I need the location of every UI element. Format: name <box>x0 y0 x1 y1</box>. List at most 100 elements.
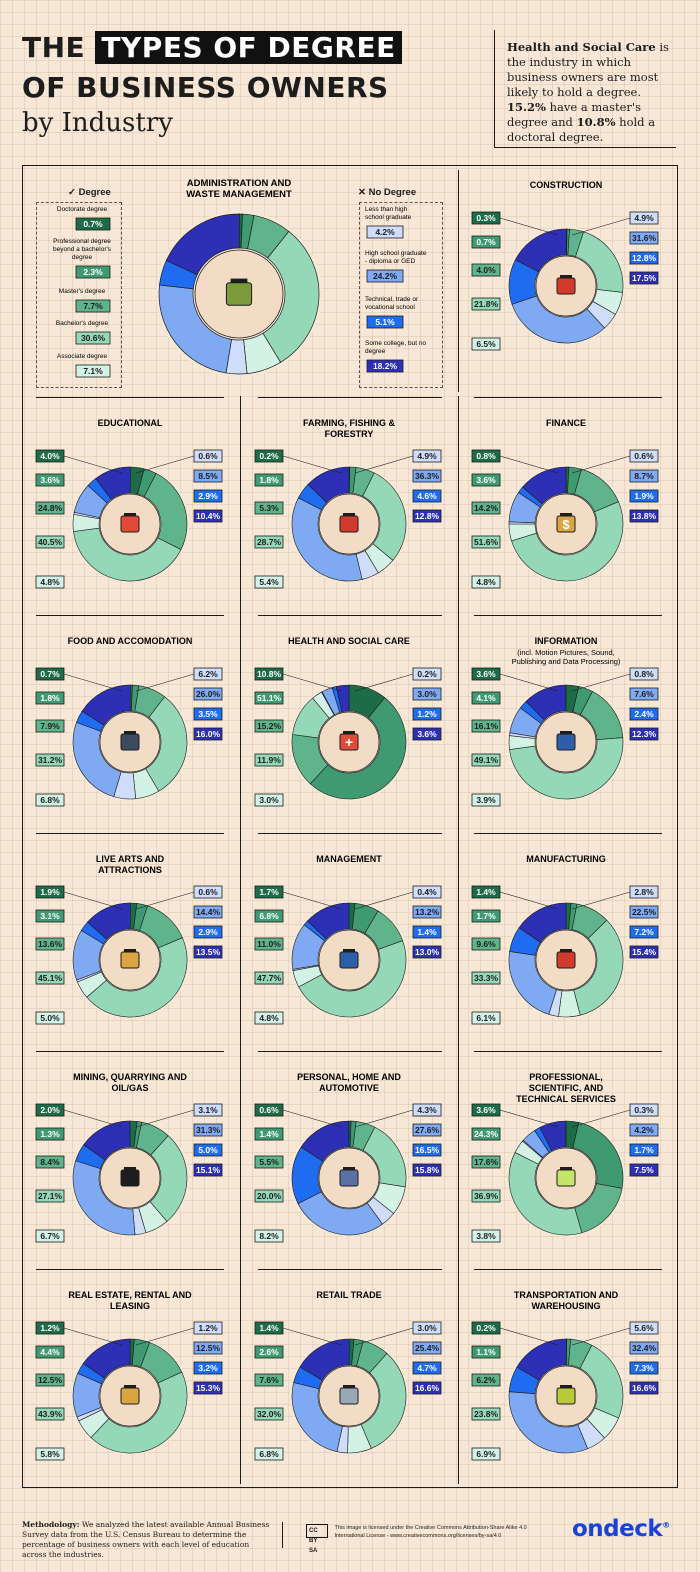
brand-name: ondeck <box>572 1516 663 1542</box>
data-label-box <box>254 1345 284 1359</box>
data-label-box <box>254 535 284 549</box>
data-label: 4.3% <box>412 1103 442 1117</box>
data-label-text: 2.8% <box>634 887 654 897</box>
data-label-text: 7.5% <box>634 1165 654 1175</box>
donut-slice <box>509 737 624 800</box>
data-label: 5.1% <box>366 315 404 329</box>
light-bulb-icon-top <box>560 1167 572 1170</box>
data-label: 7.6% <box>254 1373 284 1387</box>
data-label-box <box>629 489 659 503</box>
data-label-box <box>629 1381 659 1395</box>
data-label-text: 3.6% <box>476 475 496 485</box>
data-label: 12.8% <box>629 251 659 265</box>
leader-line <box>571 1109 631 1128</box>
data-label-box <box>254 473 284 487</box>
data-label: 17.5% <box>629 271 659 285</box>
data-label-text: 4.7% <box>417 1363 437 1373</box>
data-label-text: 6.2% <box>476 1375 496 1385</box>
trash-bin-icon-body <box>225 282 253 306</box>
legend-degree-item: Master's degree <box>59 288 106 295</box>
data-label: 16.0% <box>193 727 223 741</box>
donut-slice <box>508 1152 583 1236</box>
data-label-text: 0.6% <box>198 451 218 461</box>
data-label-text: 14.4% <box>196 907 221 917</box>
data-label-text: 5.5% <box>259 1157 279 1167</box>
data-label: 0.6% <box>193 885 223 899</box>
data-label-text: 24.2% <box>373 271 398 281</box>
data-label-box <box>254 1447 284 1461</box>
leader-line <box>135 673 195 692</box>
row-separator <box>474 615 662 616</box>
leader-line <box>499 455 559 474</box>
data-label: 45.1% <box>35 971 65 985</box>
data-label-box <box>35 473 65 487</box>
paint-palette-icon-top <box>124 949 136 952</box>
data-label-text: 36.9% <box>474 1191 499 1201</box>
data-label: 2.9% <box>193 489 223 503</box>
data-label: 3.1% <box>193 1103 223 1117</box>
data-label-text: 3.9% <box>476 795 496 805</box>
data-label-box <box>629 1163 659 1177</box>
data-label: 12.3% <box>629 727 659 741</box>
data-label-box <box>366 315 404 329</box>
chart-title: FARMING, FISHING & FORESTRY <box>303 418 396 439</box>
data-label: 5.3% <box>254 501 284 515</box>
data-label-box <box>35 753 65 767</box>
data-label-box <box>75 217 111 231</box>
data-label: 7.6% <box>629 687 659 701</box>
data-label: 0.8% <box>629 667 659 681</box>
data-label-box <box>366 359 404 373</box>
data-label-text: 0.6% <box>634 451 654 461</box>
donut-slice <box>307 466 350 503</box>
data-label-text: 7.2% <box>634 927 654 937</box>
tractor-icon-body <box>339 515 359 533</box>
data-label-box <box>35 1155 65 1169</box>
leader-line <box>354 891 414 910</box>
data-label-box <box>412 1381 442 1395</box>
data-label: 20.0% <box>254 1189 284 1203</box>
data-label-box <box>471 235 501 249</box>
data-label-text: 7.9% <box>40 721 60 731</box>
data-label-text: 3.0% <box>417 1323 437 1333</box>
data-label: 12.5% <box>193 1341 223 1355</box>
data-label-text: 4.4% <box>40 1347 60 1357</box>
data-label-box <box>254 909 284 923</box>
data-label-box <box>254 753 284 767</box>
data-label: 1.4% <box>471 885 501 899</box>
data-label: 2.8% <box>629 885 659 899</box>
data-label: 7.7% <box>75 299 111 313</box>
data-label-text: 17.5% <box>632 273 657 283</box>
data-label: 5.0% <box>35 1011 65 1025</box>
title-highlight: TYPES OF DEGREE <box>95 31 402 64</box>
data-label: 11.9% <box>254 753 284 767</box>
chart-title: RETAIL TRADE <box>316 1290 381 1300</box>
data-label-text: 20.0% <box>257 1191 282 1201</box>
row-separator <box>474 397 662 398</box>
data-label-text: 0.8% <box>634 669 654 679</box>
data-label-text: 1.2% <box>417 709 437 719</box>
data-label: 3.6% <box>471 667 501 681</box>
data-label: 23.8% <box>471 1407 501 1421</box>
data-label-box <box>254 1373 284 1387</box>
data-label: 3.6% <box>471 1103 501 1117</box>
data-label-text: 51.1% <box>257 693 282 703</box>
data-label: 6.9% <box>471 1447 501 1461</box>
data-label: 16.6% <box>629 1381 659 1395</box>
data-label-text: 4.9% <box>417 451 437 461</box>
data-label: 9.6% <box>471 937 501 951</box>
ondeck-logo: ondeck® <box>572 1516 670 1542</box>
data-label: 31.2% <box>35 753 65 767</box>
data-label-text: 1.4% <box>259 1323 279 1333</box>
legend-degree-box <box>36 202 122 388</box>
data-label: 4.7% <box>412 1361 442 1375</box>
data-label: 5.5% <box>254 1155 284 1169</box>
data-label-text: 0.7% <box>83 219 103 229</box>
data-label-box <box>629 271 659 285</box>
data-label: 0.7% <box>35 667 65 681</box>
data-label-text: 22.5% <box>632 907 657 917</box>
data-label-box <box>471 1189 501 1203</box>
first-aid-kit-icon-top <box>343 731 355 734</box>
data-label: 17.6% <box>471 1155 501 1169</box>
data-label-text: 2.9% <box>198 491 218 501</box>
leader-line <box>282 1327 342 1346</box>
